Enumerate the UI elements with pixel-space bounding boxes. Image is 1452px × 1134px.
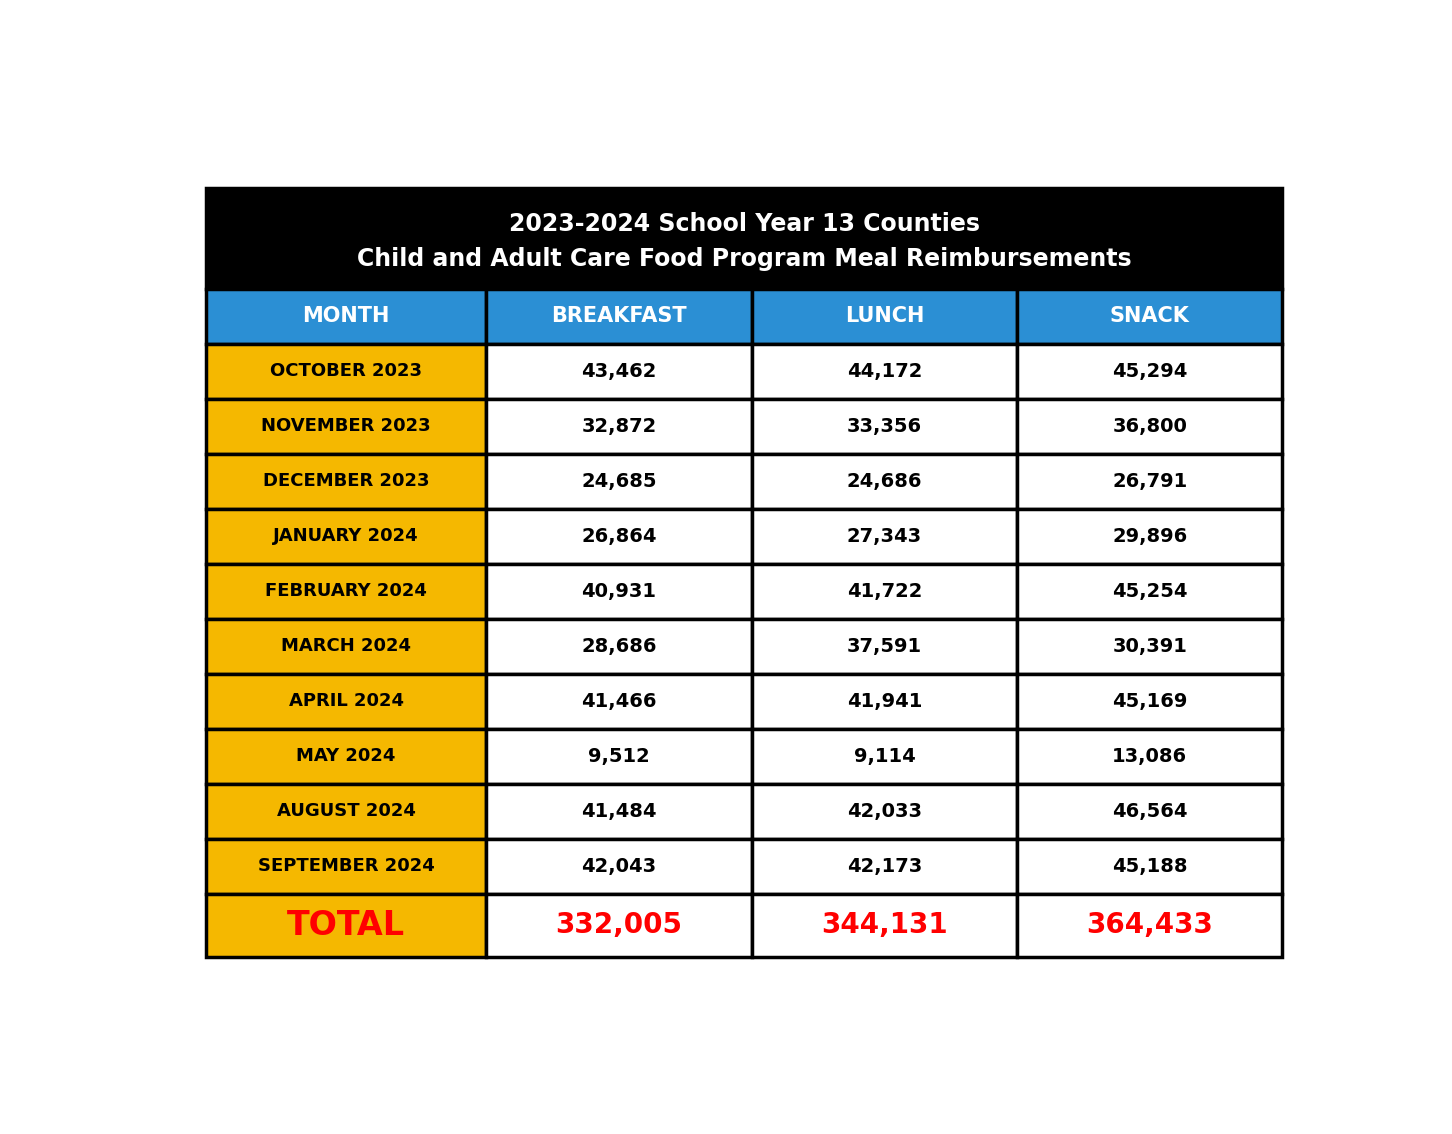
Bar [206,619,486,674]
Bar [486,839,752,894]
Text: 32,872: 32,872 [581,417,656,435]
Bar [1018,674,1282,729]
Text: MAY 2024: MAY 2024 [296,747,396,765]
Text: OCTOBER 2023: OCTOBER 2023 [270,363,423,380]
Bar [1018,729,1282,784]
Text: 13,086: 13,086 [1112,747,1188,765]
Bar [206,399,486,454]
Bar [752,839,1018,894]
Text: 40,931: 40,931 [581,582,656,601]
Bar [206,839,486,894]
Bar [1018,619,1282,674]
Bar [752,674,1018,729]
Bar [752,509,1018,564]
Text: 45,169: 45,169 [1112,692,1188,711]
Text: SNACK: SNACK [1109,306,1189,327]
Text: 41,722: 41,722 [847,582,922,601]
Bar [206,674,486,729]
Text: DECEMBER 2023: DECEMBER 2023 [263,473,430,490]
Text: LUNCH: LUNCH [845,306,925,327]
Text: 41,466: 41,466 [581,692,656,711]
Bar [1018,839,1282,894]
Text: FEBRUARY 2024: FEBRUARY 2024 [266,583,427,600]
Text: 9,512: 9,512 [588,747,649,765]
Bar [206,188,1282,289]
Text: 45,254: 45,254 [1112,582,1188,601]
Text: 42,033: 42,033 [847,802,922,821]
Text: 44,172: 44,172 [847,362,922,381]
Bar [1018,454,1282,509]
Text: JANUARY 2024: JANUARY 2024 [273,527,420,545]
Text: 41,941: 41,941 [847,692,922,711]
Bar [752,399,1018,454]
Text: 45,294: 45,294 [1112,362,1188,381]
Text: 30,391: 30,391 [1112,637,1188,655]
Text: MARCH 2024: MARCH 2024 [282,637,411,655]
Bar [206,344,486,399]
Bar [486,399,752,454]
Text: 37,591: 37,591 [847,637,922,655]
Text: 344,131: 344,131 [822,912,948,939]
Bar [1018,289,1282,344]
Text: 46,564: 46,564 [1112,802,1188,821]
Bar [206,564,486,619]
Bar [752,344,1018,399]
Text: 45,188: 45,188 [1112,857,1188,875]
Bar [206,289,486,344]
Text: 9,114: 9,114 [854,747,915,765]
Text: BREAKFAST: BREAKFAST [550,306,687,327]
Bar [206,509,486,564]
Text: 43,462: 43,462 [581,362,656,381]
Text: Child and Adult Care Food Program Meal Reimbursements: Child and Adult Care Food Program Meal R… [357,247,1131,271]
Bar [206,729,486,784]
Bar [1018,344,1282,399]
Text: 42,043: 42,043 [581,857,656,875]
Bar [486,894,752,957]
Text: AUGUST 2024: AUGUST 2024 [277,803,415,821]
Text: 42,173: 42,173 [847,857,922,875]
Text: 26,864: 26,864 [581,527,656,545]
Text: 24,685: 24,685 [581,472,656,491]
Bar [1018,509,1282,564]
Bar [752,454,1018,509]
Bar [486,729,752,784]
Bar [486,509,752,564]
Bar [1018,784,1282,839]
Bar [1018,894,1282,957]
Text: 26,791: 26,791 [1112,472,1188,491]
Text: APRIL 2024: APRIL 2024 [289,693,404,711]
Text: 24,686: 24,686 [847,472,922,491]
Text: 364,433: 364,433 [1086,912,1214,939]
Bar [486,289,752,344]
Bar [752,729,1018,784]
Text: 27,343: 27,343 [847,527,922,545]
Text: 36,800: 36,800 [1112,417,1188,435]
Text: 28,686: 28,686 [581,637,656,655]
Text: MONTH: MONTH [302,306,389,327]
Bar [486,674,752,729]
Bar [752,784,1018,839]
Bar [486,454,752,509]
Bar [752,289,1018,344]
Bar [752,619,1018,674]
Text: 332,005: 332,005 [555,912,682,939]
Bar [1018,564,1282,619]
Text: TOTAL: TOTAL [287,909,405,942]
Bar [1018,399,1282,454]
Text: NOVEMBER 2023: NOVEMBER 2023 [261,417,431,435]
Text: 29,896: 29,896 [1112,527,1188,545]
Text: SEPTEMBER 2024: SEPTEMBER 2024 [258,857,434,875]
Bar [486,784,752,839]
Text: 33,356: 33,356 [847,417,922,435]
Bar [206,784,486,839]
Bar [206,454,486,509]
Bar [486,619,752,674]
Bar [752,564,1018,619]
Bar [486,344,752,399]
Bar [486,564,752,619]
Bar [752,894,1018,957]
Bar [206,894,486,957]
Text: 2023-2024 School Year 13 Counties: 2023-2024 School Year 13 Counties [508,212,980,236]
Text: 41,484: 41,484 [581,802,656,821]
